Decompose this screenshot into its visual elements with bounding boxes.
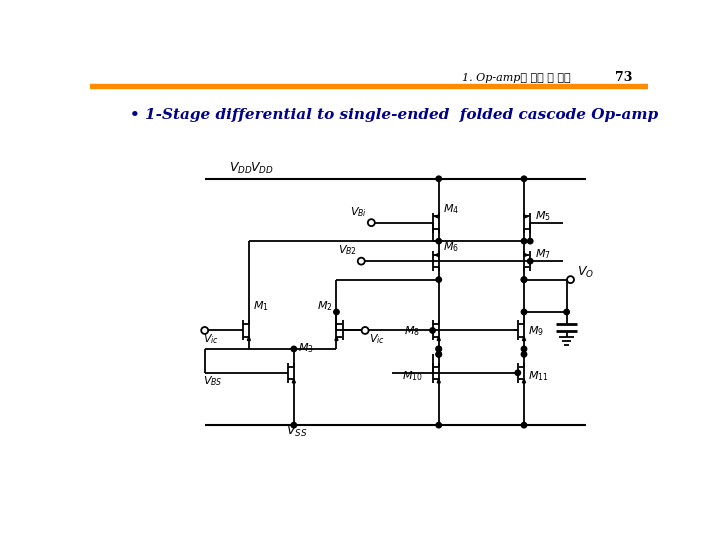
Text: $V_{DD}$: $V_{DD}$: [251, 161, 274, 176]
Polygon shape: [335, 336, 338, 340]
Polygon shape: [435, 253, 438, 256]
Text: $V_{BS}$: $V_{BS}$: [203, 374, 222, 388]
Text: $M_3$: $M_3$: [297, 341, 313, 355]
Text: $M_8$: $M_8$: [404, 325, 420, 338]
Circle shape: [521, 422, 527, 428]
Polygon shape: [437, 336, 441, 340]
Text: 73: 73: [615, 71, 632, 84]
Circle shape: [368, 219, 375, 226]
Circle shape: [528, 259, 533, 264]
Text: $V_{Bi}$: $V_{Bi}$: [350, 205, 366, 219]
Circle shape: [358, 258, 365, 265]
Circle shape: [436, 277, 441, 282]
Circle shape: [291, 422, 297, 428]
Circle shape: [436, 422, 441, 428]
Polygon shape: [292, 379, 295, 383]
Text: $V_{SS}$: $V_{SS}$: [287, 424, 307, 439]
Circle shape: [430, 328, 436, 333]
Circle shape: [521, 309, 527, 315]
Text: • 1-Stage differential to single-ended  folded cascode Op-amp: • 1-Stage differential to single-ended f…: [130, 108, 658, 122]
Circle shape: [521, 352, 527, 357]
Bar: [90, 84, 648, 88]
Text: $M_4$: $M_4$: [443, 202, 459, 215]
Circle shape: [515, 370, 521, 375]
Circle shape: [436, 346, 441, 352]
Text: $M_9$: $M_9$: [528, 325, 544, 338]
Text: $V_O$: $V_O$: [577, 265, 594, 280]
Polygon shape: [524, 215, 528, 218]
Polygon shape: [435, 215, 438, 218]
Polygon shape: [523, 336, 526, 340]
Circle shape: [521, 239, 527, 244]
Polygon shape: [437, 379, 441, 383]
Text: $M_6$: $M_6$: [443, 240, 459, 254]
Text: $M_5$: $M_5$: [535, 209, 551, 222]
Polygon shape: [523, 379, 526, 383]
Text: 1. Op-amp의 구조 및 특성: 1. Op-amp의 구조 및 특성: [462, 73, 570, 83]
Circle shape: [436, 346, 441, 352]
Circle shape: [436, 352, 441, 357]
Circle shape: [567, 276, 574, 283]
Text: $V_{B2}$: $V_{B2}$: [338, 244, 356, 257]
Text: $V_{DD}$: $V_{DD}$: [230, 161, 253, 176]
Circle shape: [528, 239, 533, 244]
Circle shape: [436, 352, 441, 357]
Text: $M_{11}$: $M_{11}$: [528, 369, 549, 383]
Circle shape: [521, 277, 527, 282]
Circle shape: [564, 309, 570, 315]
Text: $M_1$: $M_1$: [253, 299, 269, 313]
Circle shape: [201, 327, 208, 334]
Text: $M_2$: $M_2$: [317, 299, 333, 313]
Circle shape: [521, 277, 527, 282]
Circle shape: [521, 346, 527, 352]
Polygon shape: [248, 336, 251, 340]
Circle shape: [361, 327, 369, 334]
Circle shape: [436, 176, 441, 181]
Circle shape: [436, 239, 441, 244]
Text: $V_{ic}$: $V_{ic}$: [203, 332, 219, 346]
Text: $M_7$: $M_7$: [535, 247, 551, 261]
Circle shape: [334, 309, 339, 315]
Text: $V_{ic}$: $V_{ic}$: [369, 332, 385, 346]
Polygon shape: [524, 253, 528, 256]
Text: $M_{10}$: $M_{10}$: [402, 369, 423, 383]
Circle shape: [521, 176, 527, 181]
Circle shape: [291, 346, 297, 352]
